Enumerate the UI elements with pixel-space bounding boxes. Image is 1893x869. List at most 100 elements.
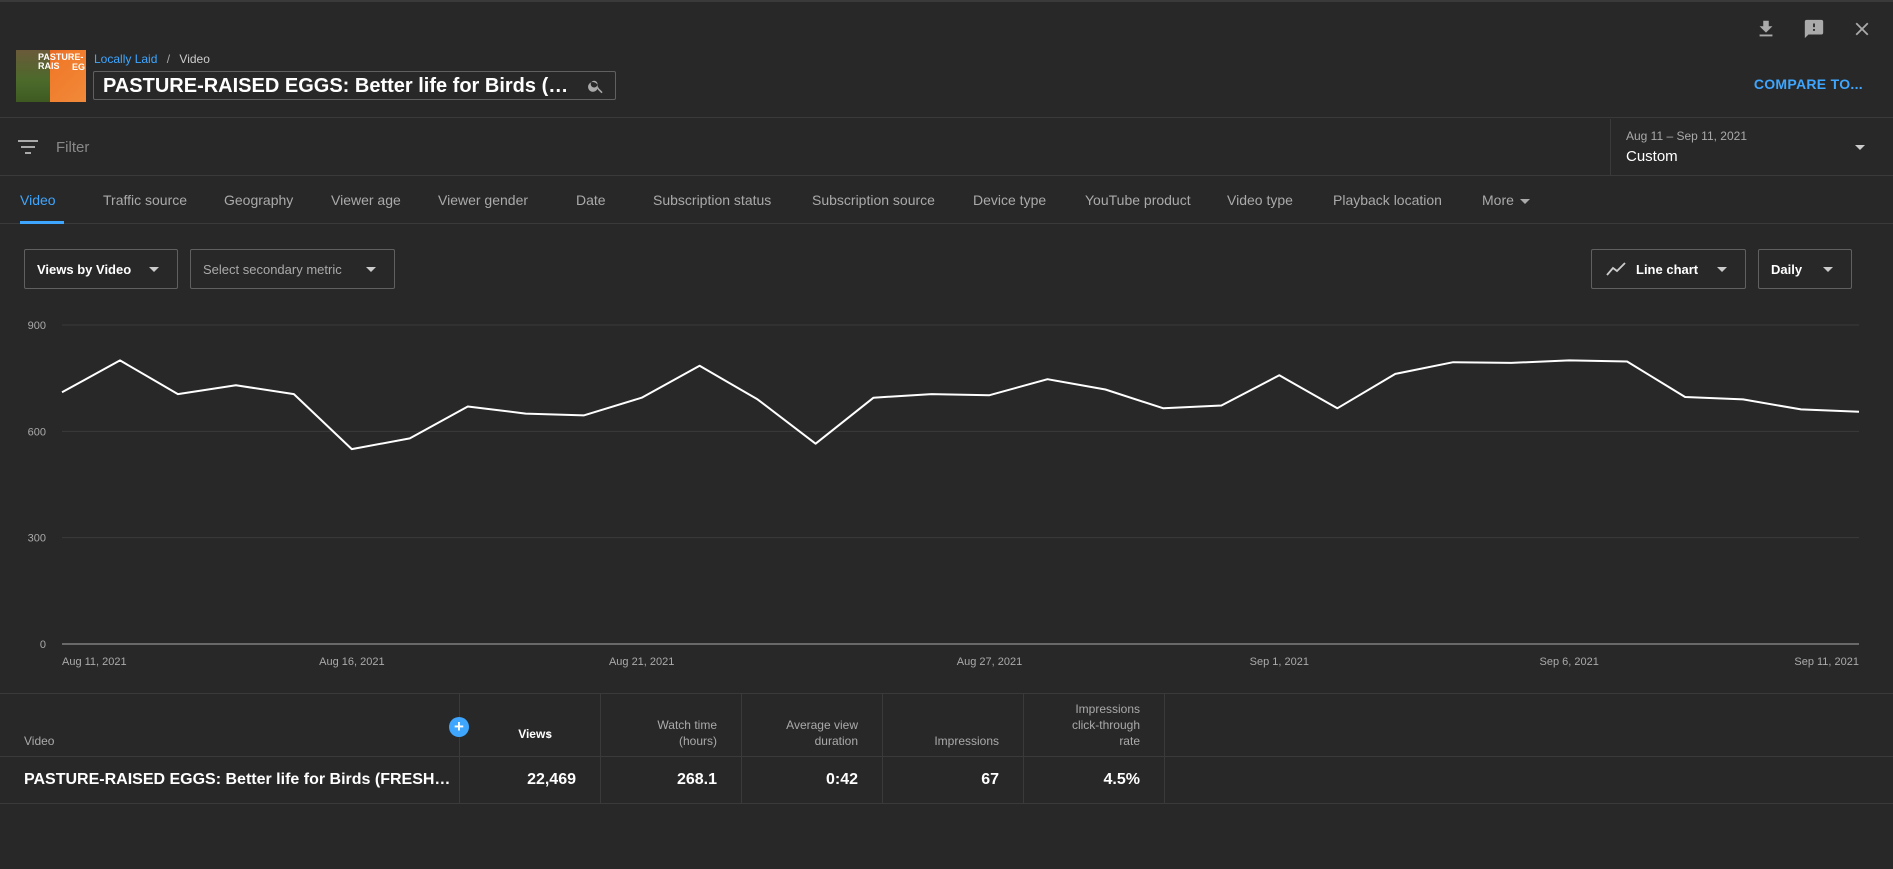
breadcrumb: Locally Laid / Video <box>94 52 210 66</box>
data-point <box>871 395 876 400</box>
data-point <box>1567 358 1572 363</box>
date-range-text: Aug 11 – Sep 11, 2021 <box>1626 129 1747 143</box>
thumbnail-text-2: EG <box>72 62 86 72</box>
data-point <box>1045 377 1050 382</box>
video-selector[interactable]: PASTURE-RAISED EGGS: Better life for Bir… <box>93 71 616 100</box>
breadcrumb-channel-link[interactable]: Locally Laid <box>94 52 158 66</box>
data-point <box>1335 406 1340 411</box>
data-point <box>233 383 238 388</box>
top-border <box>0 0 1893 2</box>
data-point <box>60 390 65 395</box>
data-point <box>1161 406 1166 411</box>
close-icon[interactable] <box>1851 18 1873 40</box>
tab-device-type[interactable]: Device type <box>973 192 1047 208</box>
primary-metric-dropdown[interactable]: Views by Video <box>24 249 178 289</box>
table-header-row: Video + Views ↓ Watch time (hours) Averag… <box>0 694 1893 757</box>
header: PASTURE-RAIS EG Locally Laid / Video PAS… <box>0 0 1893 118</box>
line-chart-icon <box>1606 260 1626 278</box>
data-point <box>407 436 412 441</box>
chevron-down-icon <box>1855 145 1865 150</box>
download-icon[interactable] <box>1755 18 1777 40</box>
sort-down-icon: ↓ <box>546 727 552 741</box>
tab-viewer-gender[interactable]: Viewer gender <box>438 192 529 208</box>
primary-metric-label: Views by Video <box>37 262 132 277</box>
tab-youtube-product[interactable]: YouTube product <box>1085 192 1191 208</box>
tab-date[interactable]: Date <box>576 192 606 208</box>
column-header-views[interactable]: Views ↓ <box>460 694 601 756</box>
cell-watch-time-value: 268.1 <box>676 771 717 788</box>
column-header-watch-time[interactable]: Watch time (hours) <box>601 694 742 756</box>
table-row[interactable]: PASTURE-RAISED EGGS: Better life for Bir… <box>0 757 1893 804</box>
chevron-down-icon <box>1717 267 1727 272</box>
cell-video-title[interactable]: PASTURE-RAISED EGGS: Better life for Bir… <box>24 771 454 788</box>
filter-icon[interactable] <box>18 138 38 156</box>
data-point <box>1625 359 1630 364</box>
tab-viewer-age[interactable]: Viewer age <box>331 192 401 208</box>
cell-watch-time: 268.1 <box>601 757 742 803</box>
data-point <box>1393 371 1398 376</box>
data-point <box>1451 360 1456 365</box>
video-title: PASTURE-RAISED EGGS: Better life for Bir… <box>103 76 575 96</box>
x-tick-label: Aug 27, 2021 <box>957 656 1022 668</box>
column-header-ctr[interactable]: Impressions click-through rate <box>1024 694 1165 756</box>
metrics-table: Video + Views ↓ Watch time (hours) Averag… <box>0 693 1893 804</box>
column-header-video-label: Video <box>24 734 55 748</box>
cell-views: 22,469 <box>460 757 601 803</box>
data-point <box>1857 409 1862 414</box>
data-point <box>1219 403 1224 408</box>
column-header-views-label: Views <box>518 727 552 741</box>
secondary-metric-dropdown[interactable]: Select secondary metric <box>190 249 395 289</box>
column-header-video: Video <box>0 694 460 756</box>
data-point <box>117 358 122 363</box>
tab-playback-location[interactable]: Playback location <box>1333 192 1442 208</box>
data-point <box>1277 373 1282 378</box>
column-header-impressions[interactable]: Impressions <box>883 694 1024 756</box>
x-tick-label: Aug 21, 2021 <box>609 656 674 668</box>
chart-svg: 900 600 300 0 Aug 11, 2021 Aug 16, 2021 Aug 21… <box>28 320 1862 668</box>
data-point <box>755 397 760 402</box>
x-tick-label: Sep 11, 2021 <box>1794 656 1859 668</box>
cell-ctr: 4.5% <box>1024 757 1165 803</box>
tab-subscription-status[interactable]: Subscription status <box>653 192 772 208</box>
cell-impressions: 67 <box>883 757 1024 803</box>
column-header-impressions-label: Impressions <box>934 734 999 748</box>
breadcrumb-current: Video <box>179 52 210 66</box>
thumbnail-grass <box>16 50 50 102</box>
date-range-picker[interactable]: Aug 11 – Sep 11, 2021 Custom <box>1610 119 1893 176</box>
column-header-avg-view-duration-label: Average view duration <box>786 718 858 748</box>
chevron-down-icon <box>1519 198 1530 204</box>
compare-to-button[interactable]: COMPARE TO... <box>1753 76 1863 92</box>
add-metric-button[interactable]: + <box>449 717 469 737</box>
video-thumbnail[interactable]: PASTURE-RAIS EG <box>16 50 86 102</box>
y-tick-label: 300 <box>28 533 46 545</box>
data-point <box>929 392 934 397</box>
chart-type-dropdown[interactable]: Line chart <box>1591 249 1746 289</box>
x-tick-label: Aug 11, 2021 <box>62 656 127 668</box>
secondary-metric-label: Select secondary metric <box>203 262 342 277</box>
y-tick-label: 600 <box>28 426 46 438</box>
granularity-dropdown[interactable]: Daily <box>1758 249 1852 289</box>
cell-avg-view-duration-value: 0:42 <box>825 771 858 788</box>
x-tick-label: Sep 1, 2021 <box>1250 656 1309 668</box>
tab-traffic-source[interactable]: Traffic source <box>103 192 188 208</box>
search-icon[interactable] <box>587 77 605 95</box>
y-tick-label: 0 <box>40 639 46 651</box>
dimension-tabs: Video Traffic source Geography Viewer ag… <box>0 177 1893 224</box>
tab-more[interactable]: More <box>1482 192 1530 208</box>
tab-geography[interactable]: Geography <box>224 192 294 208</box>
filter-input[interactable]: Filter <box>56 139 90 156</box>
x-tick-label: Aug 16, 2021 <box>319 656 384 668</box>
thumbnail-text: PASTURE-RAIS <box>38 52 84 71</box>
column-header-avg-view-duration[interactable]: Average view duration <box>742 694 883 756</box>
feedback-icon[interactable] <box>1803 18 1825 40</box>
granularity-label: Daily <box>1771 262 1803 277</box>
tab-video-type[interactable]: Video type <box>1227 192 1293 208</box>
chart-type-label: Line chart <box>1636 262 1699 277</box>
tab-subscription-source[interactable]: Subscription source <box>812 192 935 208</box>
column-header-watch-time-label: Watch time (hours) <box>657 718 717 748</box>
data-point <box>813 441 818 446</box>
tab-video[interactable]: Video <box>20 192 56 208</box>
cell-ctr-value: 4.5% <box>1103 771 1140 788</box>
filter-bar: Filter Aug 11 – Sep 11, 2021 Custom <box>0 119 1893 176</box>
data-point <box>291 392 296 397</box>
